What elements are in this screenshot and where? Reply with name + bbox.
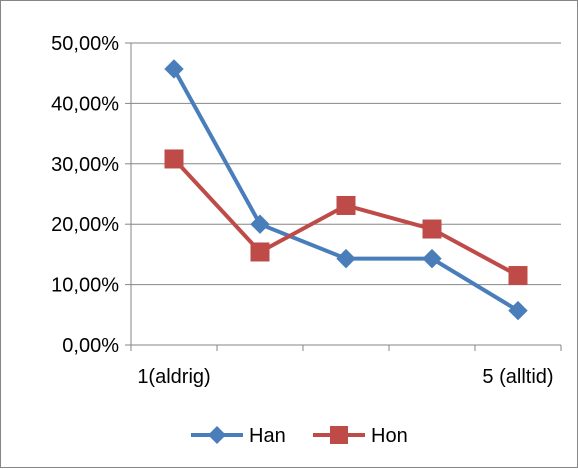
- data-point-han: [250, 214, 270, 234]
- legend-marker-han: [208, 426, 226, 444]
- legend-marker-hon: [330, 426, 348, 444]
- legend-label: Han: [249, 425, 286, 447]
- data-point-han: [508, 300, 528, 321]
- data-point-han: [164, 59, 184, 79]
- y-tick-label: 10,00%: [51, 275, 119, 297]
- data-point-hon: [250, 242, 270, 262]
- y-tick-label: 40,00%: [51, 93, 119, 115]
- y-tick-label: 30,00%: [51, 154, 119, 176]
- x-tick-label: 1(aldrig): [137, 366, 210, 388]
- legend-label: Hon: [371, 425, 408, 447]
- y-tick-label: 20,00%: [51, 214, 119, 236]
- y-tick-label: 50,00%: [51, 33, 119, 55]
- data-point-hon: [336, 195, 356, 215]
- data-point-hon: [164, 149, 184, 169]
- data-point-han: [336, 248, 356, 269]
- data-point-hon: [508, 266, 528, 286]
- series-line-han: [172, 68, 520, 313]
- x-tick-label: 5 (alltid): [482, 366, 553, 388]
- y-tick-label: 0,00%: [62, 335, 119, 357]
- data-point-han: [422, 248, 442, 269]
- data-point-hon: [422, 219, 442, 239]
